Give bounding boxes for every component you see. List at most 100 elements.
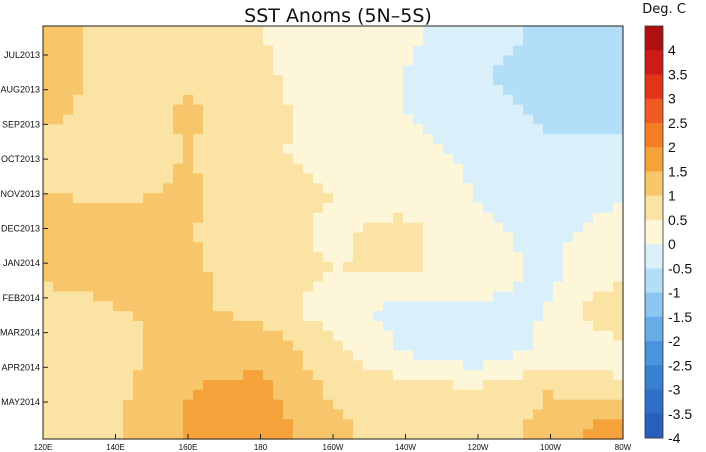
heatmap-cell xyxy=(543,311,554,322)
heatmap-cell xyxy=(413,144,424,155)
heatmap-cell xyxy=(383,409,394,420)
heatmap-cell xyxy=(293,252,304,263)
heatmap-cell xyxy=(443,45,454,57)
heatmap-cell xyxy=(273,429,284,440)
heatmap-cell xyxy=(83,94,94,106)
heatmap-cell xyxy=(493,409,504,420)
heatmap-cell xyxy=(243,271,254,283)
heatmap-cell xyxy=(373,350,384,361)
heatmap-cell xyxy=(553,144,564,155)
heatmap-cell xyxy=(593,104,604,116)
heatmap-cell xyxy=(513,370,524,381)
heatmap-cell xyxy=(83,271,94,283)
heatmap-cell xyxy=(393,340,404,352)
heatmap-cell xyxy=(313,281,324,293)
heatmap-cell xyxy=(123,65,134,76)
heatmap-cell xyxy=(203,65,214,76)
heatmap-cell xyxy=(483,75,494,86)
heatmap-cell xyxy=(423,232,434,243)
heatmap-cell xyxy=(503,399,514,411)
heatmap-cell xyxy=(473,232,484,243)
heatmap-cell xyxy=(433,104,444,116)
heatmap-cell xyxy=(223,183,234,194)
heatmap-cell xyxy=(63,409,74,420)
heatmap-cell xyxy=(563,124,574,135)
heatmap-cell xyxy=(263,242,274,253)
heatmap-cell xyxy=(123,291,134,302)
heatmap-cell xyxy=(453,330,464,342)
heatmap-cell xyxy=(593,45,604,57)
heatmap-cell xyxy=(273,291,284,302)
heatmap-cell xyxy=(253,291,264,302)
heatmap-cell xyxy=(393,409,404,420)
colorbar-label: 1 xyxy=(668,188,676,204)
heatmap-cell xyxy=(103,409,114,420)
heatmap-cell xyxy=(473,252,484,263)
heatmap-cell xyxy=(263,399,274,411)
heatmap-cell xyxy=(493,281,504,293)
heatmap-cell xyxy=(163,114,174,125)
heatmap-cell xyxy=(153,232,164,243)
heatmap-cell xyxy=(303,252,314,263)
heatmap-cell xyxy=(323,173,334,184)
heatmap-cell xyxy=(213,281,224,293)
heatmap-cell xyxy=(373,429,384,440)
heatmap-cell xyxy=(613,429,624,440)
heatmap-cell xyxy=(183,419,194,430)
heatmap-cell xyxy=(263,65,274,76)
heatmap-cell xyxy=(263,281,274,293)
heatmap-cell xyxy=(203,321,214,332)
heatmap-cell xyxy=(603,75,614,86)
heatmap-cell xyxy=(63,291,74,302)
heatmap-cell xyxy=(233,232,244,243)
heatmap-cell xyxy=(563,173,574,184)
heatmap-cell xyxy=(393,399,404,411)
heatmap-cell xyxy=(73,45,84,57)
colorbar-label: -3 xyxy=(668,382,681,398)
heatmap-cell xyxy=(593,429,604,440)
heatmap-cell xyxy=(503,94,514,106)
heatmap-cell xyxy=(443,419,454,430)
heatmap-cell xyxy=(173,252,184,263)
heatmap-cell xyxy=(213,321,224,332)
colorbar-label: -1.5 xyxy=(668,309,692,325)
heatmap-cell xyxy=(583,134,594,145)
heatmap-cell xyxy=(603,26,614,37)
heatmap-cell xyxy=(153,94,164,106)
heatmap-cell xyxy=(53,26,64,37)
heatmap-cell xyxy=(463,114,474,125)
heatmap-cell xyxy=(173,75,184,86)
heatmap-cell xyxy=(533,35,544,47)
heatmap-cell xyxy=(363,330,374,342)
heatmap-cell xyxy=(383,55,394,66)
heatmap-cell xyxy=(533,85,544,96)
heatmap-cell xyxy=(413,26,424,37)
heatmap-cell xyxy=(533,429,544,440)
heatmap-cell xyxy=(353,26,364,37)
heatmap-cell xyxy=(123,242,134,253)
heatmap-cell xyxy=(233,291,244,302)
heatmap-cell xyxy=(413,419,424,430)
heatmap-cell xyxy=(333,212,344,224)
heatmap-cell xyxy=(333,330,344,342)
heatmap-cell xyxy=(223,340,234,352)
heatmap-cell xyxy=(193,350,204,361)
heatmap-cell xyxy=(193,409,204,420)
heatmap-cell xyxy=(113,301,124,312)
heatmap-cell xyxy=(243,301,254,312)
heatmap-cell xyxy=(253,271,264,283)
heatmap-cell xyxy=(83,301,94,312)
heatmap-cell xyxy=(603,65,614,76)
heatmap-cell xyxy=(603,350,614,361)
heatmap-cell xyxy=(573,153,584,165)
heatmap-cell xyxy=(343,26,354,37)
heatmap-cell xyxy=(283,350,294,361)
heatmap-cell xyxy=(143,144,154,155)
heatmap-cell xyxy=(73,281,84,293)
heatmap-cell xyxy=(223,173,234,184)
heatmap-cell xyxy=(353,173,364,184)
heatmap-cell xyxy=(93,212,104,224)
heatmap-cell xyxy=(363,409,374,420)
heatmap-cell xyxy=(403,173,414,184)
heatmap-cell xyxy=(213,173,224,184)
